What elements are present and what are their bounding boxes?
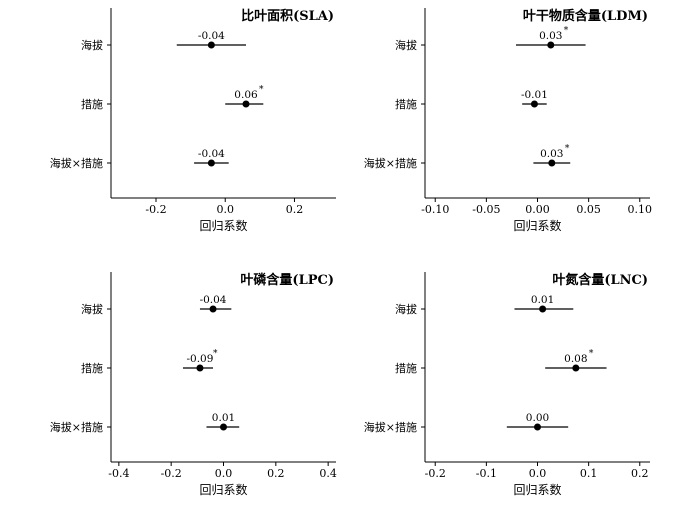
x-tick-label: 0.2 (286, 203, 304, 216)
y-tick-label: 海拔×措施 (50, 156, 103, 170)
y-tick-label: 措施 (395, 361, 417, 375)
x-tick-label: 0.4 (319, 467, 337, 480)
x-tick-label: 0.2 (267, 467, 285, 480)
estimate-point (548, 159, 556, 167)
value-label: -0.04 (198, 30, 225, 42)
x-axis-label: 回归系数 (199, 482, 247, 497)
estimate-point (534, 423, 541, 431)
x-tick-label: 0.05 (576, 203, 601, 216)
value-label: -0.04 (198, 148, 225, 160)
estimate-point (547, 41, 555, 49)
estimate-point (207, 41, 215, 49)
y-tick-label: 措施 (395, 97, 417, 111)
x-axis-label: 回归系数 (513, 218, 561, 233)
estimate-point (242, 100, 250, 108)
significance-marker: * (589, 349, 594, 359)
significance-marker: * (564, 26, 569, 36)
x-tick-label: -0.1 (476, 467, 497, 480)
significance-marker: * (213, 349, 218, 359)
chart-panel-1: 比叶面积(SLA) -0.2 0.0 0.2 回归系数 海拔 -0.04 措施 0.06 * 海拔×… (50, 8, 336, 233)
x-axis-label: 回归系数 (513, 482, 561, 497)
x-tick-label: 0.2 (631, 467, 649, 480)
value-label: 0.01 (531, 294, 554, 306)
significance-marker: * (259, 85, 264, 95)
value-label: -0.09 (186, 353, 213, 365)
y-tick-label: 海拔×措施 (50, 420, 103, 434)
x-tick-label: 0.0 (215, 467, 233, 480)
chart-title: 叶干物质含量(LDM) (523, 8, 648, 24)
x-tick-label: 0.1 (580, 467, 598, 480)
value-label: 0.00 (526, 412, 549, 424)
chart-title: 叶氮含量(LNC) (552, 272, 648, 288)
value-label: 0.01 (212, 412, 235, 424)
chart-panel-2: 叶干物质含量(LDM) -0.10 -0.05 0.00 0.05 0.10 回归系数 海拔 0… (364, 8, 652, 233)
x-tick-label: -0.10 (421, 203, 449, 216)
y-tick-label: 海拔 (395, 302, 417, 316)
y-tick-label: 海拔 (395, 38, 417, 52)
x-axis-label: 回归系数 (199, 218, 247, 233)
estimate-point (572, 364, 580, 372)
x-tick-label: 0.0 (216, 203, 234, 216)
x-tick-label: -0.05 (472, 203, 500, 216)
value-label: 0.08 (564, 353, 587, 365)
estimate-point (209, 305, 217, 313)
y-tick-label: 措施 (81, 361, 103, 375)
x-tick-label: -0.2 (145, 203, 166, 216)
x-tick-label: 0.00 (525, 203, 550, 216)
estimate-point (530, 100, 538, 108)
x-tick-label: -0.4 (108, 467, 129, 480)
estimate-point (220, 423, 227, 431)
value-label: -0.01 (521, 89, 548, 101)
value-label: 0.03 (539, 30, 562, 42)
y-tick-label: 海拔 (81, 38, 103, 52)
y-tick-label: 海拔×措施 (364, 156, 417, 170)
chart-title: 比叶面积(SLA) (241, 8, 334, 24)
x-tick-label: 0.0 (529, 467, 547, 480)
estimate-point (207, 159, 215, 167)
chart-panel-3: 叶磷含量(LPC) -0.4 -0.2 0.0 0.2 0.4 回归系数 海拔 -0.04 措施 -… (50, 272, 337, 497)
value-label: 0.06 (234, 89, 258, 101)
x-tick-label: 0.10 (628, 203, 653, 216)
significance-marker: * (565, 144, 570, 154)
value-label: 0.03 (540, 148, 563, 160)
x-tick-label: -0.2 (161, 467, 182, 480)
y-tick-label: 海拔 (81, 302, 103, 316)
x-tick-label: -0.2 (425, 467, 446, 480)
y-tick-label: 海拔×措施 (364, 420, 417, 434)
chart-title: 叶磷含量(LPC) (240, 272, 334, 288)
estimate-point (196, 364, 204, 372)
value-label: -0.04 (200, 294, 227, 306)
chart-panel-4: 叶氮含量(LNC) -0.2 -0.1 0.0 0.1 0.2 回归系数 海拔 0.01 措施 0.… (364, 272, 650, 497)
y-tick-label: 措施 (81, 97, 103, 111)
estimate-point (539, 305, 547, 313)
